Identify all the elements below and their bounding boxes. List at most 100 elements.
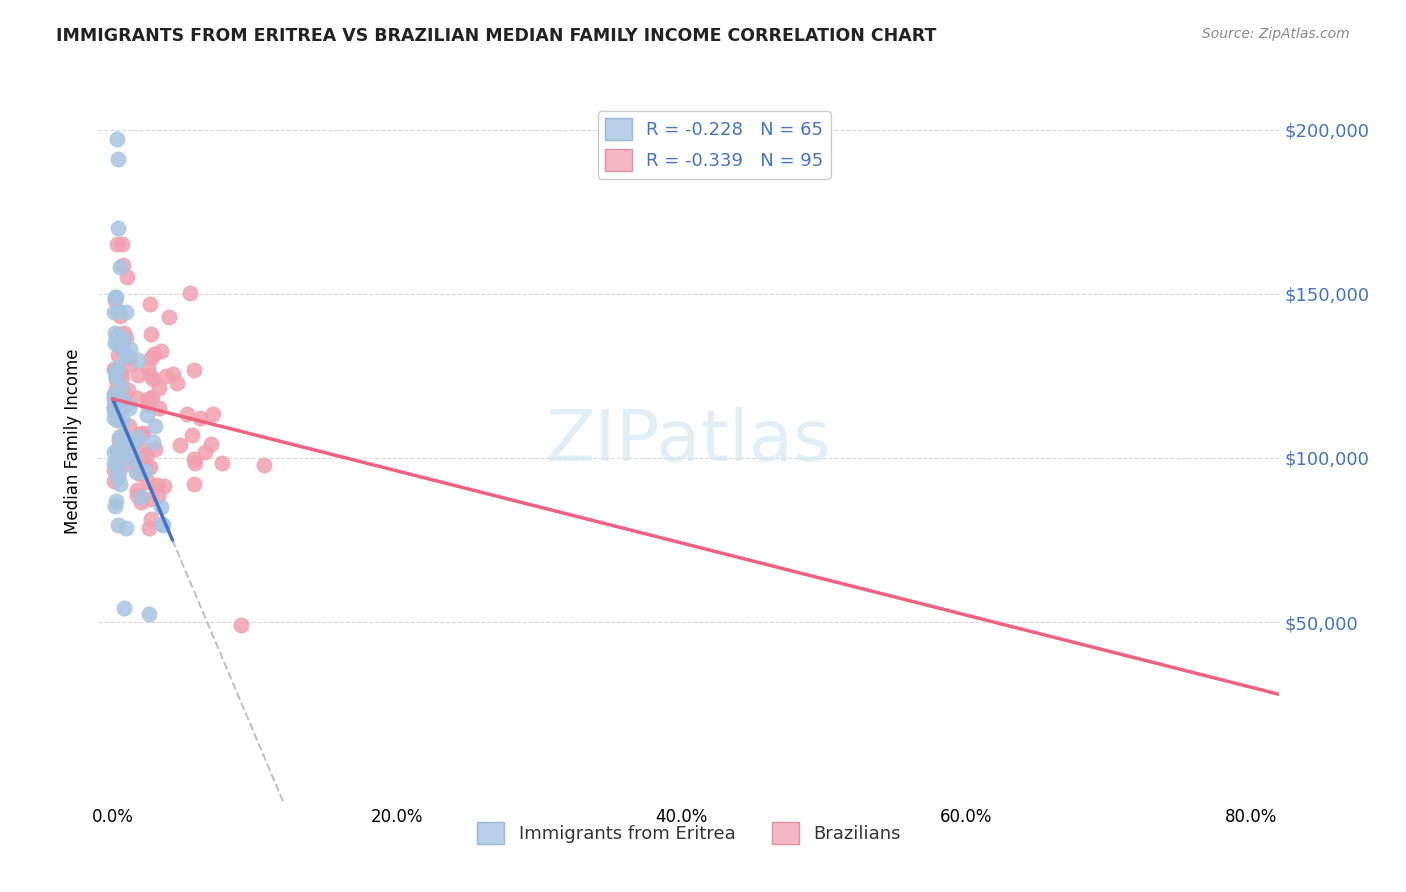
Point (107, 221, 129, 235)
Point (115, 451, 138, 466)
Point (108, 429, 131, 443)
Point (138, 607, 160, 621)
Point (104, 382, 127, 396)
Point (104, 369, 127, 384)
Point (157, 310, 180, 325)
Point (252, 458, 274, 473)
Point (112, 428, 135, 442)
Point (129, 427, 152, 442)
Point (112, 600, 135, 615)
Point (105, 237, 128, 252)
Point (142, 372, 165, 386)
Point (105, 367, 128, 381)
Point (135, 408, 157, 422)
Point (118, 401, 141, 415)
Point (107, 348, 129, 362)
Point (136, 392, 159, 407)
Point (135, 448, 157, 462)
Point (143, 346, 166, 360)
Point (107, 517, 129, 532)
Point (105, 363, 128, 377)
Point (125, 391, 148, 405)
Point (138, 521, 160, 535)
Point (194, 445, 217, 459)
Point (125, 488, 148, 502)
Point (122, 450, 145, 465)
Point (201, 407, 224, 421)
Point (115, 331, 138, 345)
Point (117, 442, 139, 456)
Point (105, 371, 128, 385)
Point (104, 331, 127, 345)
Point (183, 477, 205, 491)
Text: IMMIGRANTS FROM ERITREA VS BRAZILIAN MEDIAN FAMILY INCOME CORRELATION CHART: IMMIGRANTS FROM ERITREA VS BRAZILIAN MED… (56, 27, 936, 45)
Point (131, 442, 153, 456)
Point (105, 389, 128, 403)
Point (103, 474, 125, 488)
Point (120, 343, 142, 357)
Point (129, 490, 152, 504)
Point (139, 512, 162, 526)
Point (108, 367, 131, 381)
Point (136, 475, 159, 489)
Point (183, 451, 205, 466)
Point (148, 381, 170, 395)
Point (115, 270, 138, 285)
Point (118, 419, 141, 434)
Point (127, 430, 149, 444)
Point (146, 478, 169, 492)
Point (138, 398, 160, 412)
Point (112, 413, 135, 427)
Y-axis label: Median Family Income: Median Family Income (65, 349, 83, 534)
Point (150, 517, 173, 532)
Point (104, 293, 127, 308)
Point (134, 456, 156, 470)
Point (117, 383, 139, 397)
Point (183, 456, 205, 470)
Point (138, 368, 160, 382)
Point (179, 285, 201, 300)
Point (128, 426, 150, 441)
Point (200, 436, 222, 450)
Point (139, 327, 162, 342)
Point (104, 499, 127, 513)
Point (112, 326, 135, 341)
Point (105, 407, 128, 421)
Point (107, 338, 129, 352)
Point (104, 367, 127, 381)
Point (139, 297, 162, 311)
Point (117, 439, 139, 453)
Point (111, 399, 134, 413)
Point (114, 397, 136, 411)
Point (176, 407, 198, 421)
Point (127, 483, 149, 497)
Point (107, 471, 129, 485)
Point (108, 413, 131, 427)
Point (108, 260, 131, 275)
Text: ZIPatlas: ZIPatlas (546, 407, 832, 476)
Point (141, 351, 163, 365)
Point (211, 456, 233, 470)
Point (105, 467, 128, 481)
Point (110, 380, 132, 394)
Point (118, 449, 141, 463)
Point (114, 346, 136, 360)
Point (180, 427, 202, 442)
Point (139, 491, 162, 506)
Point (105, 457, 128, 471)
Point (105, 132, 128, 146)
Point (152, 518, 174, 533)
Point (143, 419, 166, 434)
Point (111, 330, 134, 344)
Point (183, 363, 205, 377)
Point (131, 495, 153, 509)
Point (231, 617, 253, 632)
Point (103, 410, 125, 425)
Point (111, 331, 134, 345)
Point (134, 464, 156, 478)
Point (103, 463, 125, 477)
Point (111, 384, 134, 399)
Point (108, 477, 131, 491)
Point (110, 309, 132, 323)
Point (141, 390, 163, 404)
